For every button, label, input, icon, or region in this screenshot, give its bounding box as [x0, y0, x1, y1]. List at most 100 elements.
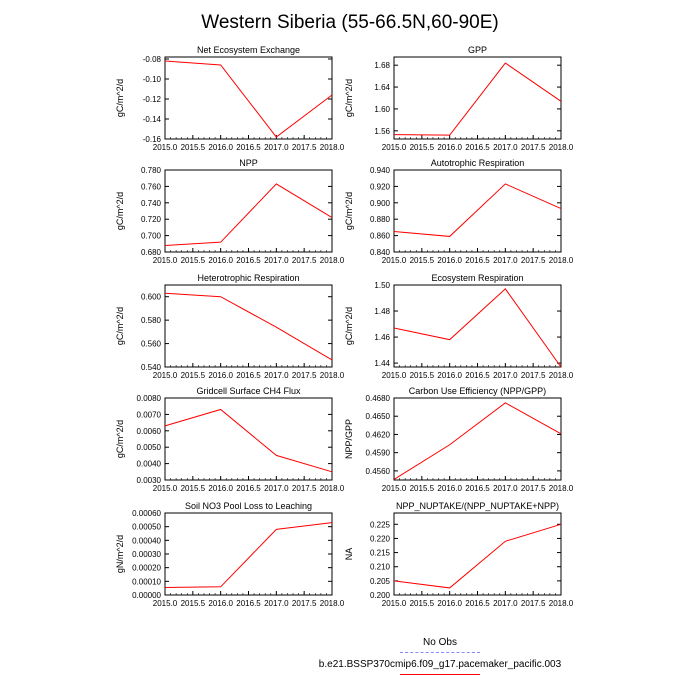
y-tick-label: 1.50 [374, 281, 390, 290]
x-tick-label: 2018.0 [320, 256, 345, 265]
y-tick-label: 0.00000 [132, 591, 161, 600]
x-tick-label: 2017.5 [521, 599, 546, 608]
legend-model-label: b.e21.BSSP370cmip6.f09_g17.pacemaker_pac… [318, 659, 562, 670]
y-tick-label: 0.0040 [137, 460, 162, 469]
y-tick-label: 0.00010 [132, 577, 161, 586]
y-tick-label: 0.0070 [137, 410, 162, 419]
legend-obs-dashed-line [400, 652, 480, 653]
y-axis-label: gC/m^2/d [115, 420, 125, 458]
y-tick-label: 0.0060 [137, 427, 162, 436]
y-tick-label: 0.00050 [132, 523, 161, 532]
y-tick-label: 1.68 [374, 61, 390, 70]
x-tick-label: 2017.5 [292, 371, 317, 380]
figure-title: Western Siberia (55-66.5N,60-90E) [201, 12, 498, 33]
x-tick-label: 2018.0 [320, 143, 345, 152]
y-tick-label: 0.00020 [132, 564, 161, 573]
y-axis-label: NPP/GPP [344, 419, 354, 459]
x-tick-label: 2016.5 [465, 371, 490, 380]
y-tick-label: 0.4620 [366, 430, 391, 439]
plot-frame [393, 397, 562, 481]
x-tick-label: 2016.0 [437, 484, 462, 493]
y-tick-label: 0.860 [370, 232, 391, 241]
x-tick-label: 2015.5 [181, 484, 206, 493]
x-tick-label: 2016.5 [465, 484, 490, 493]
y-axis-label: gN/m^2/d [115, 535, 125, 573]
y-tick-label: 0.580 [141, 316, 162, 325]
y-tick-label: 0.200 [370, 591, 391, 600]
x-tick-label: 2015.5 [410, 256, 435, 265]
y-tick-label: 0.225 [370, 520, 391, 529]
x-tick-label: 2017.5 [292, 143, 317, 152]
x-tick-label: 2015.5 [181, 256, 206, 265]
x-tick-label: 2017.5 [521, 484, 546, 493]
series-line [393, 288, 562, 368]
x-tick-label: 2016.5 [465, 599, 490, 608]
y-tick-label: -0.12 [143, 95, 162, 104]
y-tick-label: 0.4680 [366, 394, 391, 403]
panel-title: Heterotrophic Respiration [197, 273, 299, 283]
x-tick-label: 2018.0 [320, 371, 345, 380]
series-line [393, 523, 562, 589]
x-tick-label: 2018.0 [549, 599, 574, 608]
series-line [164, 408, 333, 473]
y-axis-label: gC/m^2/d [344, 192, 354, 230]
x-tick-label: 2016.0 [208, 143, 233, 152]
legend-obs-label: No Obs [423, 637, 457, 648]
x-tick-label: 2017.0 [493, 599, 518, 608]
x-tick-label: 2016.0 [437, 256, 462, 265]
panel-title: NPP [239, 158, 258, 168]
plot-frame [393, 169, 562, 253]
plot-frame [393, 284, 562, 368]
x-tick-label: 2018.0 [320, 599, 345, 608]
y-tick-label: 0.00060 [132, 509, 161, 518]
y-tick-label: 0.00030 [132, 550, 161, 559]
x-tick-label: 2015.5 [410, 371, 435, 380]
x-tick-label: 2017.5 [521, 256, 546, 265]
x-tick-label: 2017.5 [521, 143, 546, 152]
x-tick-label: 2015.5 [181, 143, 206, 152]
panel-9: Soil NO3 Pool Loss to Leaching gN/m^2/d 20… [115, 501, 345, 608]
plot-frame [164, 397, 333, 481]
x-tick-label: 2015.5 [181, 371, 206, 380]
x-tick-label: 2017.5 [292, 256, 317, 265]
panel-title: Autotrophic Respiration [431, 158, 525, 168]
series-line [393, 402, 562, 480]
y-tick-label: 0.210 [370, 563, 391, 572]
y-tick-label: 0.540 [141, 363, 162, 372]
panel-1: Net Ecosystem Exchange gC/m^2/d 2015.0 2015… [115, 45, 345, 152]
y-tick-label: 0.720 [141, 215, 162, 224]
y-tick-label: 0.900 [370, 199, 391, 208]
y-tick-label: 0.00040 [132, 536, 161, 545]
y-axis-label: NA [344, 548, 354, 561]
x-tick-label: 2015.0 [382, 256, 407, 265]
x-tick-label: 2017.0 [493, 256, 518, 265]
y-tick-label: 0.840 [370, 248, 391, 257]
x-tick-label: 2015.0 [153, 256, 178, 265]
y-tick-label: -0.16 [143, 135, 162, 144]
x-tick-label: 2015.0 [153, 599, 178, 608]
series-line [164, 60, 333, 138]
x-tick-label: 2017.0 [493, 143, 518, 152]
series-line [164, 183, 333, 246]
series-line [393, 62, 562, 136]
y-tick-label: 1.56 [374, 127, 390, 136]
x-tick-label: 2016.0 [208, 256, 233, 265]
x-tick-label: 2018.0 [320, 484, 345, 493]
y-tick-label: 0.700 [141, 232, 162, 241]
x-tick-label: 2015.5 [410, 143, 435, 152]
y-tick-label: -0.14 [143, 115, 162, 124]
series-line [164, 522, 333, 588]
x-tick-label: 2016.5 [236, 371, 261, 380]
y-axis-label: gC/m^2/d [115, 79, 125, 117]
x-tick-label: 2015.0 [153, 484, 178, 493]
plot-frame [164, 169, 333, 253]
x-tick-label: 2016.0 [208, 599, 233, 608]
y-tick-label: 1.44 [374, 359, 390, 368]
panel-title: NPP_NUPTAKE/(NPP_NUPTAKE+NPP) [396, 501, 559, 511]
x-tick-label: 2018.0 [549, 143, 574, 152]
y-tick-label: 0.780 [141, 166, 162, 175]
y-tick-label: 0.920 [370, 182, 391, 191]
y-tick-label: 0.4560 [366, 467, 391, 476]
legend-model-line [400, 674, 480, 675]
